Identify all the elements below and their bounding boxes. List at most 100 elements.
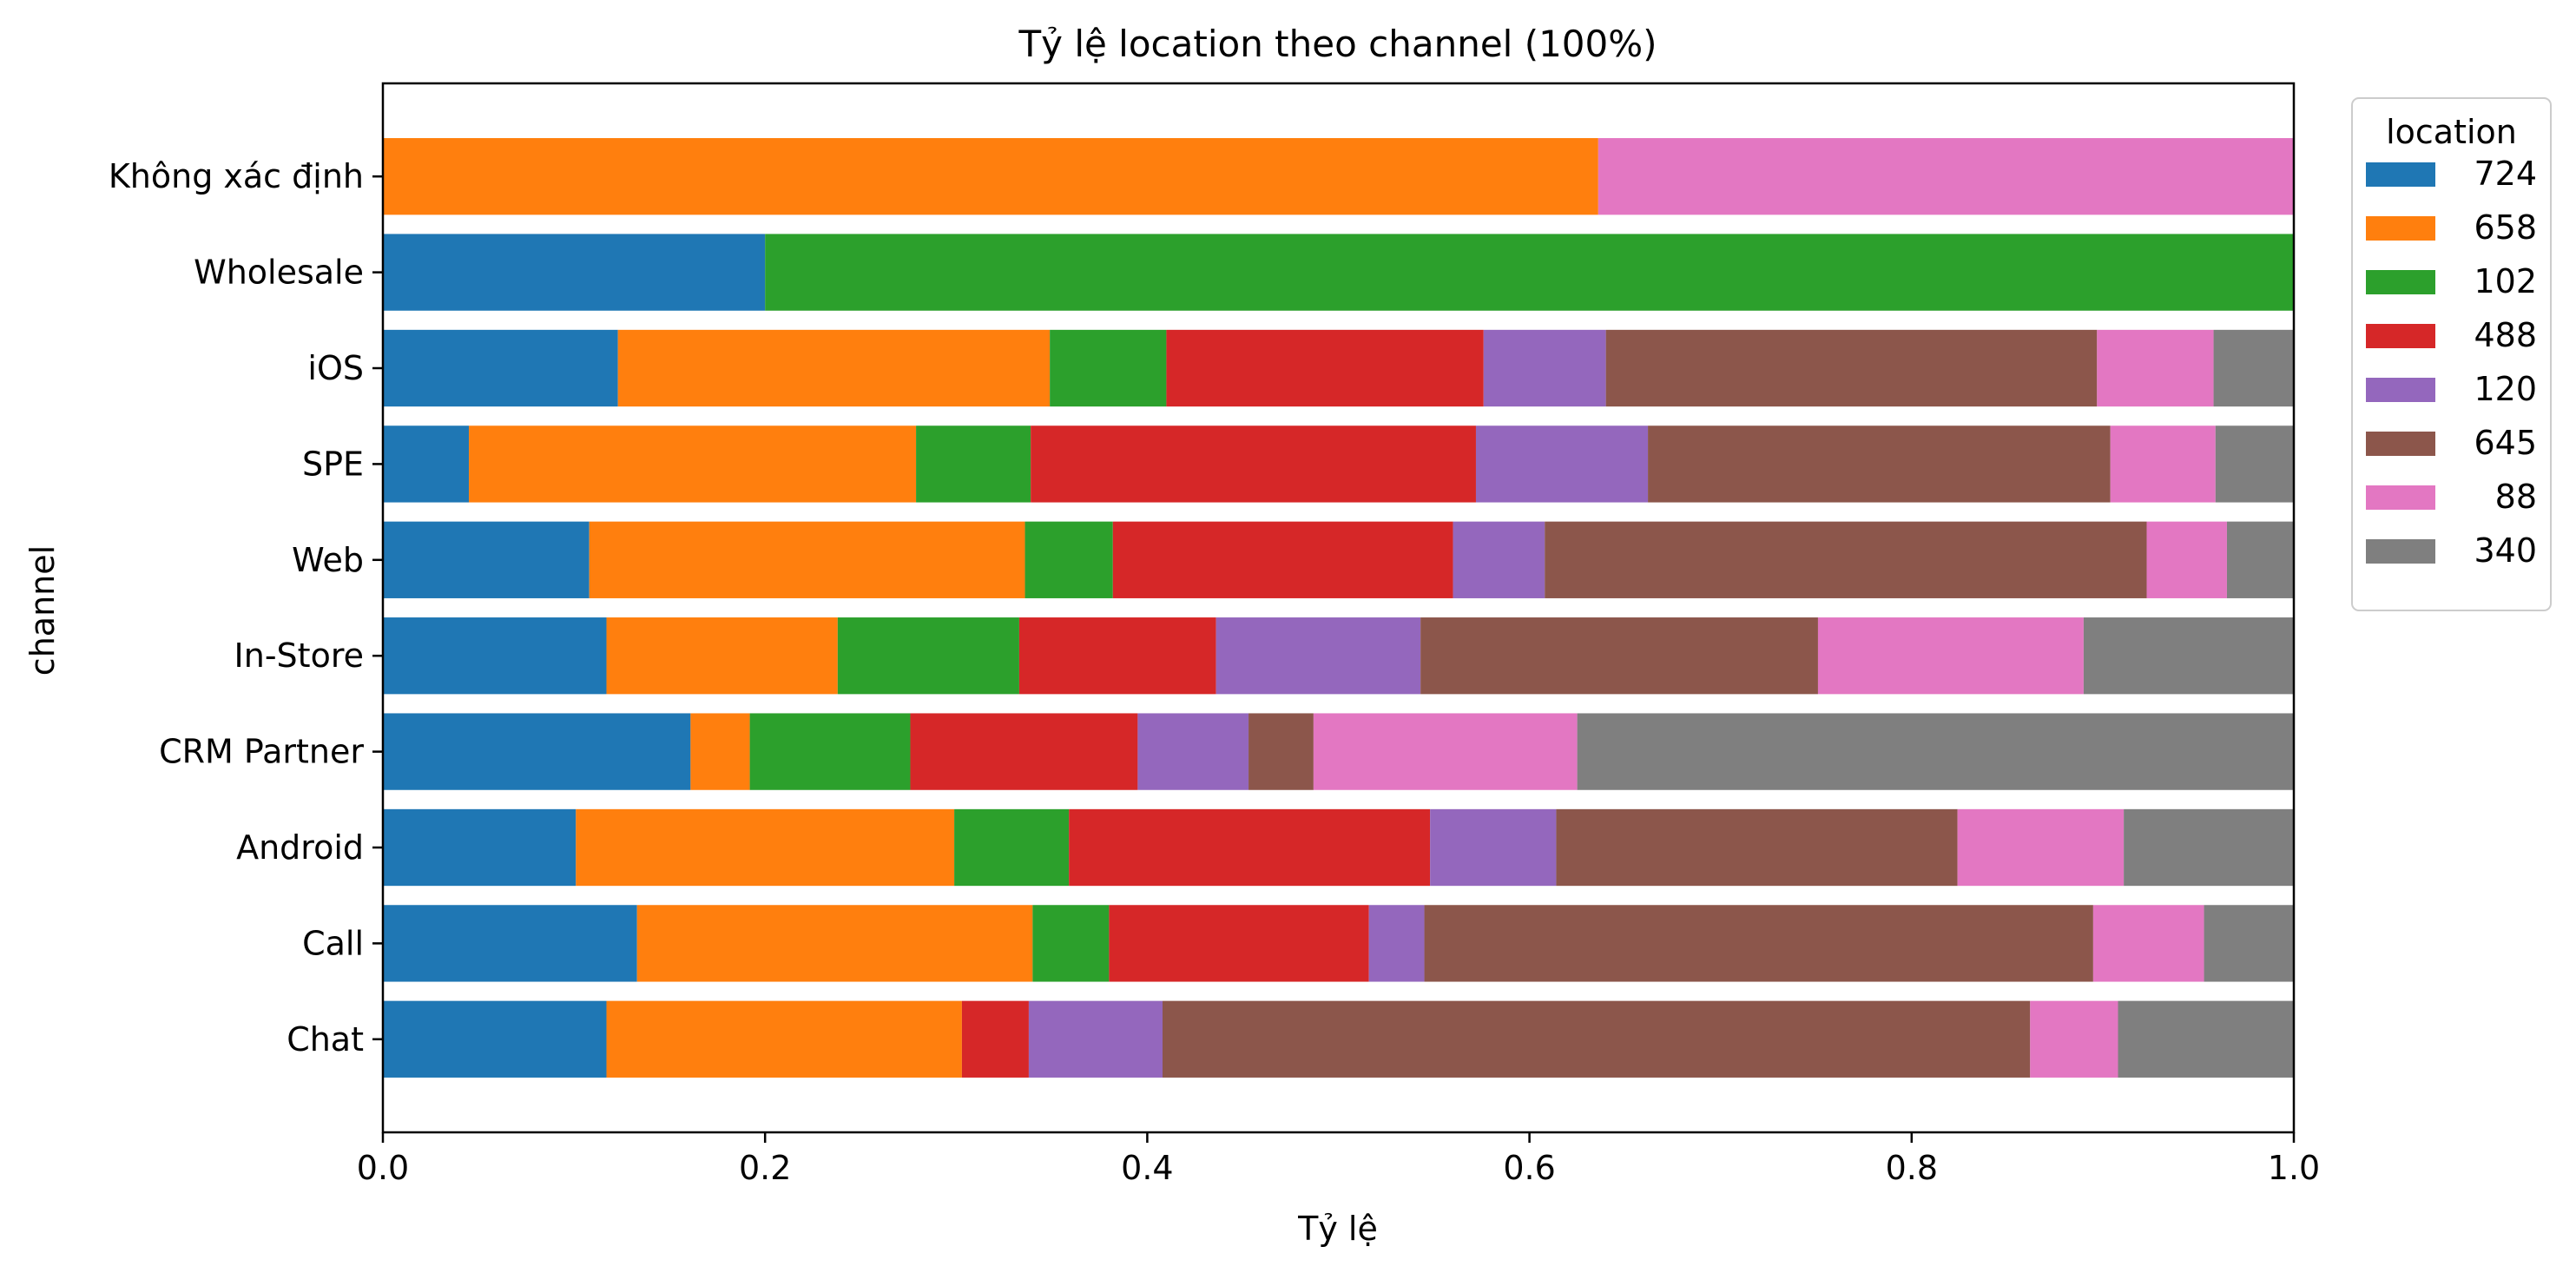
bar-segment [1368,905,1425,982]
bar-segment [2124,808,2294,887]
y-tick-label: Call [302,924,364,962]
y-tick-label: Wholesale [194,254,364,292]
legend: location 724 658 102 488 120 645 88 340 [2351,97,2552,611]
y-tick-label: CRM Partner [159,733,364,771]
x-axis-label: Tỷ lệ [1297,1210,1378,1248]
bar-segment [2097,329,2214,407]
legend-label: 724 [2474,155,2537,193]
bar-segment [606,617,838,695]
bar-segment [636,905,1033,982]
bar-segment [1424,905,2093,982]
bar-segment [383,905,637,982]
legend-label: 645 [2474,424,2537,462]
bar-segment [2213,329,2294,407]
bar-segment [1018,617,1216,695]
bar-segment [1050,329,1167,407]
bar-segment [1420,617,1818,695]
y-ticks-group: Không xác định Wholesale iOS SPE Web In-Store… [109,157,383,1059]
bar-segment [606,1000,962,1078]
legend-swatch [2366,162,2435,187]
y-tick-label: SPE [302,445,364,483]
bar-segment [1137,713,1249,790]
bar-segment [1453,521,1545,598]
y-tick-label: Android [236,828,364,867]
bar-segment [469,425,917,503]
x-tick-label: 0.2 [739,1149,791,1187]
x-tick-label: 0.4 [1121,1149,1173,1187]
legend-label: 488 [2474,316,2537,354]
x-tick-label: 0.6 [1503,1149,1555,1187]
legend-label: 658 [2474,208,2537,247]
bar-segment [1556,808,1958,887]
y-tick-label: iOS [307,349,364,387]
bar-segment [576,808,955,887]
bar-segment [749,713,911,790]
bar-segment [1031,425,1476,503]
bar-segment [2118,1000,2294,1078]
legend-swatch [2366,216,2435,241]
bar-segment [690,713,750,790]
plot-frame [381,82,2296,1134]
bar-segment [383,617,607,695]
y-tick-label: Web [292,541,364,579]
chart-title: Tỷ lệ location theo channel (100%) [1018,23,1657,65]
bar-segment [2110,425,2216,503]
bar-segment [1648,425,2111,503]
bar-segment [1216,617,1421,695]
legend-label: 88 [2495,478,2537,516]
bar-segment [910,713,1138,790]
bar-segment [1069,808,1431,887]
y-tick-label: Chat [287,1020,364,1059]
bar-segment [2204,905,2294,982]
legend-swatch [2366,539,2435,564]
bar-segment [1483,329,1606,407]
legend-label: 340 [2474,531,2537,570]
x-tick-label: 1.0 [2268,1149,2320,1187]
bar-segment [383,713,691,790]
bar-segment [1605,329,2098,407]
bar-segment [589,521,1025,598]
legend-label: 102 [2474,262,2537,300]
bar-segment [2146,521,2227,598]
bar-segment [1817,617,2084,695]
bar-segment [2226,521,2294,598]
bar-segment [1248,713,1314,790]
y-tick-label: In-Store [234,636,364,675]
bar-segment [1475,425,1649,503]
y-tick-label: Không xác định [109,157,364,195]
bar-segment [383,808,576,887]
bar-segment [383,138,1598,215]
bar-segment [1166,329,1484,407]
bar-segment [1313,713,1578,790]
bar-segment [2215,425,2294,503]
bar-segment [1577,713,2294,790]
bar-segment [765,234,2295,311]
bar-segment [1028,1000,1163,1078]
bar-segment [2083,617,2294,695]
bar-segment [1032,905,1110,982]
bar-segment [961,1000,1029,1078]
x-tick-label: 0.8 [1886,1149,1938,1187]
bar-segment [1957,808,2125,887]
bar-segment [383,425,470,503]
bar-segment [1112,521,1453,598]
legend-swatch [2366,432,2435,456]
bar-segment [1598,138,2294,215]
bar-segment [1430,808,1557,887]
legend-swatch [2366,324,2435,348]
bar-segment [1163,1000,2031,1078]
x-ticks-group: 0.0 0.2 0.4 0.6 0.8 1.0 [357,1132,2320,1187]
bar-segment [383,329,618,407]
bar-segment [916,425,1031,503]
bars-group [383,138,2295,1078]
bar-segment [954,808,1070,887]
bar-segment [383,521,590,598]
legend-label: 120 [2474,370,2537,408]
bar-segment [1109,905,1369,982]
legend-swatch [2366,485,2435,510]
legend-title: location [2386,113,2517,151]
bar-segment [2030,1000,2118,1078]
bar-segment [617,329,1051,407]
bar-segment [837,617,1019,695]
